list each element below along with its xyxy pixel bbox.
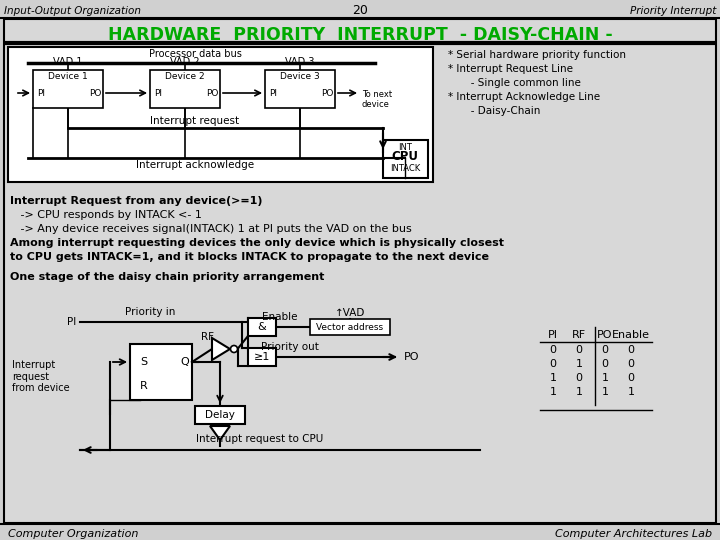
Text: PI: PI xyxy=(548,330,558,340)
Text: * Interrupt Request Line: * Interrupt Request Line xyxy=(448,64,573,74)
Text: ≥1: ≥1 xyxy=(254,352,270,362)
Text: * Serial hardware priority function: * Serial hardware priority function xyxy=(448,50,626,60)
Text: Enable: Enable xyxy=(262,312,298,322)
Text: INTACK: INTACK xyxy=(390,164,420,173)
Text: PI: PI xyxy=(154,89,162,98)
Text: RF: RF xyxy=(202,332,215,342)
Text: 1: 1 xyxy=(549,387,557,397)
Text: Interrupt Request from any device(>=1): Interrupt Request from any device(>=1) xyxy=(10,196,263,206)
Text: PO: PO xyxy=(89,89,102,98)
Text: &: & xyxy=(258,322,266,332)
Text: PO: PO xyxy=(206,89,218,98)
Text: - Daisy-Chain: - Daisy-Chain xyxy=(448,106,541,116)
Text: Computer Architectures Lab: Computer Architectures Lab xyxy=(555,529,712,539)
Text: Delay: Delay xyxy=(205,410,235,420)
Text: ↑VAD: ↑VAD xyxy=(335,308,365,318)
Polygon shape xyxy=(212,338,230,360)
Text: PO: PO xyxy=(321,89,333,98)
Text: Enable: Enable xyxy=(612,330,650,340)
Text: 0: 0 xyxy=(628,345,634,355)
Text: 1: 1 xyxy=(601,373,608,383)
Text: VAD 1: VAD 1 xyxy=(53,57,83,67)
Text: CPU: CPU xyxy=(392,150,418,163)
Bar xyxy=(33,70,103,108)
Bar xyxy=(195,406,245,424)
Text: 0: 0 xyxy=(601,345,608,355)
Text: HARDWARE  PRIORITY  INTERRUPT  - DAISY-CHAIN -: HARDWARE PRIORITY INTERRUPT - DAISY-CHAI… xyxy=(107,26,613,44)
Text: Interrupt request to CPU: Interrupt request to CPU xyxy=(197,434,323,444)
Text: Q: Q xyxy=(180,357,189,367)
Circle shape xyxy=(230,346,238,353)
Bar xyxy=(150,70,220,108)
Text: VAD 2: VAD 2 xyxy=(170,57,200,67)
Text: S: S xyxy=(140,357,147,367)
Text: 0: 0 xyxy=(549,345,557,355)
Text: RF: RF xyxy=(572,330,586,340)
Text: Interrupt
request
from device: Interrupt request from device xyxy=(12,360,70,393)
Text: Among interrupt requesting devices the only device which is physically closest: Among interrupt requesting devices the o… xyxy=(10,238,504,248)
Text: -> CPU responds by INTACK <- 1: -> CPU responds by INTACK <- 1 xyxy=(10,210,202,220)
Text: Input-Output Organization: Input-Output Organization xyxy=(4,6,141,16)
Text: Device 1: Device 1 xyxy=(48,72,88,81)
Text: Priority out: Priority out xyxy=(261,342,319,352)
Text: Priority in: Priority in xyxy=(125,307,175,317)
Text: 0: 0 xyxy=(601,359,608,369)
Text: 0: 0 xyxy=(575,345,582,355)
Text: 1: 1 xyxy=(549,373,557,383)
Text: 1: 1 xyxy=(575,387,582,397)
Text: Device 3: Device 3 xyxy=(280,72,320,81)
Bar xyxy=(265,70,335,108)
Text: INT: INT xyxy=(398,143,412,152)
Text: 1: 1 xyxy=(601,387,608,397)
Text: * Interrupt Acknowledge Line: * Interrupt Acknowledge Line xyxy=(448,92,600,102)
Text: Vector address: Vector address xyxy=(316,322,384,332)
Text: 1: 1 xyxy=(628,387,634,397)
Text: PO: PO xyxy=(404,352,420,362)
Bar xyxy=(248,318,276,336)
Text: VAD 3: VAD 3 xyxy=(285,57,315,67)
Bar xyxy=(310,319,390,335)
Text: - Single common line: - Single common line xyxy=(448,78,581,88)
Bar xyxy=(130,344,192,400)
Text: Interrupt request: Interrupt request xyxy=(150,116,240,126)
Text: Computer Organization: Computer Organization xyxy=(8,529,138,539)
Text: PO: PO xyxy=(598,330,613,340)
Text: 0: 0 xyxy=(575,373,582,383)
Text: 0: 0 xyxy=(628,359,634,369)
Text: -> Any device receives signal(INTACK) 1 at PI puts the VAD on the bus: -> Any device receives signal(INTACK) 1 … xyxy=(10,224,412,234)
Text: PI: PI xyxy=(37,89,45,98)
Text: Priority Interrupt: Priority Interrupt xyxy=(629,6,716,16)
Text: 0: 0 xyxy=(628,373,634,383)
Bar xyxy=(248,348,276,366)
Text: 0: 0 xyxy=(549,359,557,369)
Text: One stage of the daisy chain priority arrangement: One stage of the daisy chain priority ar… xyxy=(10,272,325,282)
Text: 1: 1 xyxy=(575,359,582,369)
Text: 20: 20 xyxy=(352,4,368,17)
Text: Processor data bus: Processor data bus xyxy=(148,49,241,59)
Polygon shape xyxy=(210,426,230,440)
Text: PI: PI xyxy=(68,317,76,327)
Text: to CPU gets INTACK=1, and it blocks INTACK to propagate to the next device: to CPU gets INTACK=1, and it blocks INTA… xyxy=(10,252,489,262)
Text: PI: PI xyxy=(269,89,277,98)
Bar xyxy=(8,47,433,182)
Text: Interrupt acknowledge: Interrupt acknowledge xyxy=(136,160,254,170)
Text: To next
device: To next device xyxy=(362,90,392,110)
Text: R: R xyxy=(140,381,148,391)
Bar xyxy=(383,140,428,178)
Text: Device 2: Device 2 xyxy=(165,72,204,81)
